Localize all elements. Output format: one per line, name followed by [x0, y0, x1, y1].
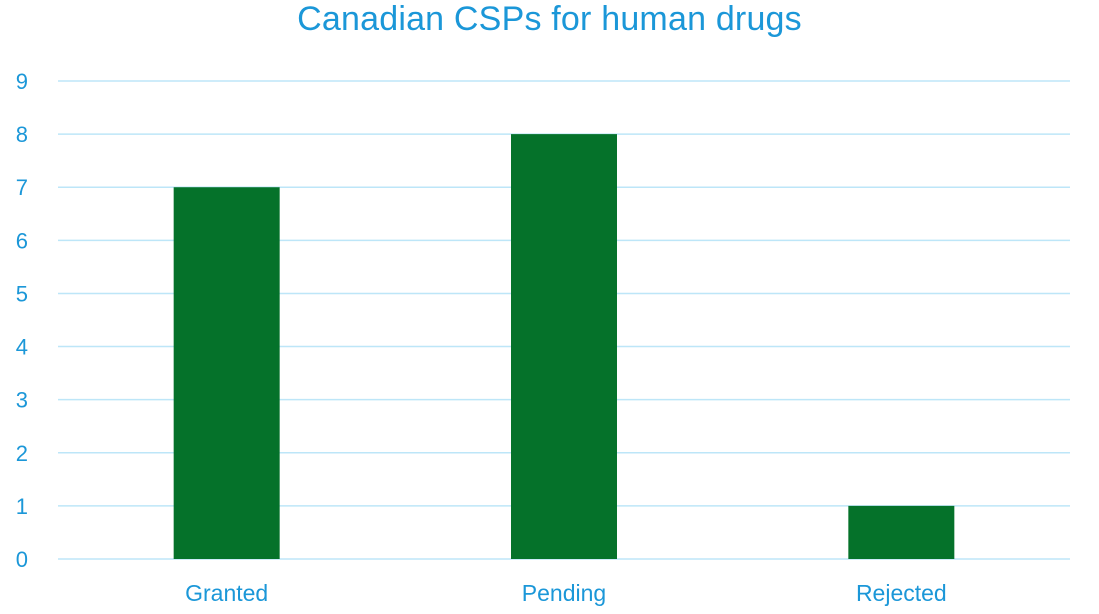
y-tick-label: 4 — [16, 335, 28, 360]
y-tick-label: 2 — [16, 441, 28, 466]
bar-rejected — [848, 505, 955, 559]
y-tick-label: 7 — [16, 175, 28, 200]
x-tick-label: Granted — [185, 580, 268, 606]
y-tick-label: 5 — [16, 281, 28, 306]
y-tick-label: 9 — [16, 69, 28, 94]
y-tick-label: 8 — [16, 122, 28, 147]
bar-pending — [511, 134, 617, 559]
y-tick-label: 6 — [16, 228, 28, 253]
bar-granted — [173, 187, 280, 559]
chart-title: Canadian CSPs for human drugs — [297, 0, 802, 38]
y-tick-label: 0 — [16, 547, 28, 572]
y-tick-label: 1 — [16, 494, 28, 519]
y-tick-label: 3 — [16, 388, 28, 413]
x-tick-label: Pending — [522, 580, 606, 606]
x-tick-label: Rejected — [856, 580, 947, 606]
